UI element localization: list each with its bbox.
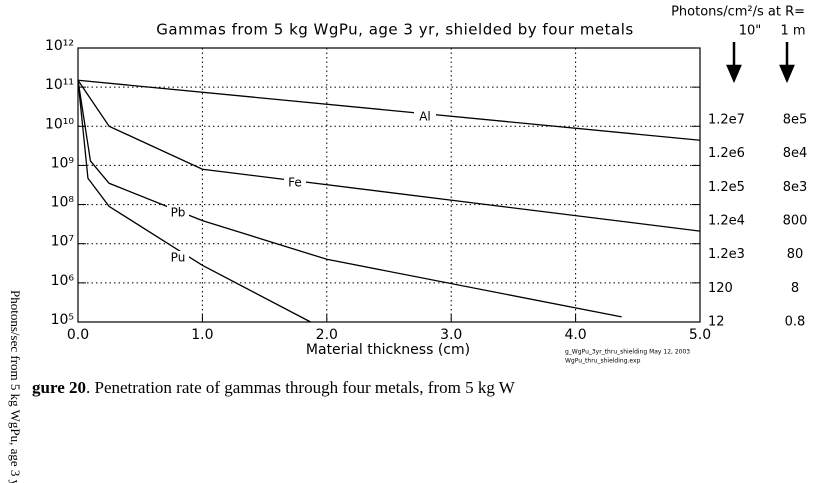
caption: gure 20. Penetration rate of gammas thro… (32, 378, 516, 397)
series-label-bg (167, 206, 189, 220)
series-label-bg (284, 176, 306, 190)
right-label: 0.8 (785, 315, 806, 330)
x-tick-label: 0.0 (67, 327, 89, 343)
x-tick-label: 1.0 (191, 327, 213, 343)
y-tick-label: 10¹² (45, 38, 74, 54)
caption-text: . Penetration rate of gammas through fou… (86, 378, 516, 397)
x-tick-label: 5.0 (689, 327, 711, 343)
series-label-bg (167, 251, 189, 265)
arrows (726, 42, 795, 84)
right-label: 1.2e7 (708, 113, 745, 128)
right-label: 800 (783, 214, 808, 229)
series-line (77, 80, 622, 318)
y-tick-label: 10⁷ (51, 234, 74, 250)
right-label: 12 (708, 315, 725, 330)
right-label: 1.2e5 (708, 180, 745, 195)
right-label: 120 (708, 281, 733, 296)
x-tick-label: 3.0 (440, 327, 462, 343)
series-label: Al (419, 110, 431, 124)
right-label: 1.2e3 (708, 247, 745, 262)
series-line (77, 80, 311, 323)
series-label: Fe (288, 176, 302, 190)
right-label: 1.2e6 (708, 146, 745, 161)
right-column: 10" (739, 24, 762, 39)
y-tick-label: 10⁹ (51, 155, 75, 171)
plot-frame (77, 47, 701, 323)
series-label: Pu (171, 251, 186, 265)
x-tick-label: 2.0 (316, 327, 338, 343)
right-label: 8 (791, 281, 799, 296)
right-label: 8e5 (783, 113, 808, 128)
y-tick-label: 10¹¹ (45, 77, 74, 93)
right-label: 1.2e4 (708, 214, 745, 229)
right-label: 80 (787, 247, 804, 262)
y-tick-label: 10¹⁰ (45, 116, 74, 132)
chart-title: Gammas from 5 kg WgPu, age 3 yr, shielde… (156, 21, 633, 39)
series-line (77, 79, 701, 141)
x-axis-label: Material thickness (cm) (306, 342, 470, 358)
right-label: 8e3 (783, 180, 808, 195)
x-tick-label: 4.0 (564, 327, 586, 343)
footnote: g_WgPu_3yr_thru_shielding May 12, 2003 (565, 349, 690, 356)
series-line (77, 79, 701, 232)
series-label: Pb (171, 206, 186, 220)
caption-bold: gure 20 (32, 378, 86, 397)
right-column: 1 m (780, 24, 805, 39)
y-axis-label: Photons/sec from 5 kg WgPu, age 3 years (8, 290, 23, 483)
footnote: WgPu_thru_shielding.exp (565, 358, 641, 365)
y-tick-label: 10⁶ (51, 273, 75, 289)
right-header: Photons/cm²/s at R= (671, 5, 805, 20)
y-tick-label: 10⁸ (51, 195, 75, 211)
series-label-bg (414, 110, 436, 124)
right-label: 8e4 (783, 146, 808, 161)
y-tick-label: 10⁵ (51, 312, 74, 328)
